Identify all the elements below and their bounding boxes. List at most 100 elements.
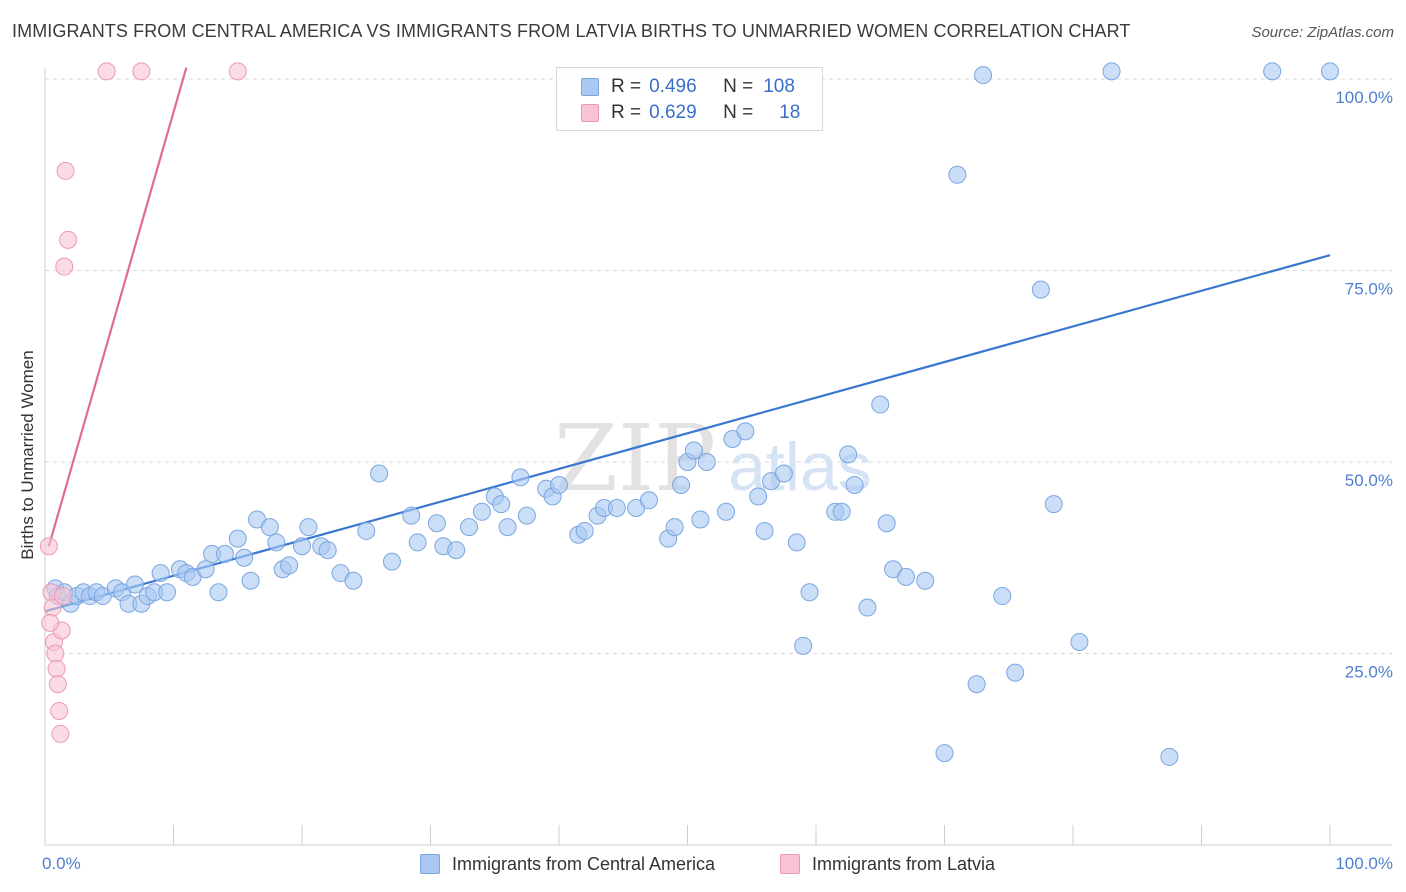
data-point — [447, 541, 466, 560]
data-point — [550, 475, 568, 494]
trend-line — [47, 67, 188, 547]
chart-title: IMMIGRANTS FROM CENTRAL AMERICA VS IMMIG… — [12, 21, 1131, 41]
data-point — [228, 529, 247, 548]
data-point — [46, 644, 65, 663]
data-point — [1321, 62, 1339, 81]
legend-n-label: N = — [723, 76, 754, 97]
data-point — [517, 506, 536, 525]
data-point — [151, 564, 170, 583]
legend-r-value: 0.629 — [649, 102, 697, 123]
legend-r-label: R = — [611, 102, 642, 123]
data-point — [472, 502, 491, 521]
data-point — [209, 583, 228, 602]
data-point — [158, 583, 177, 602]
data-point — [684, 441, 703, 460]
data-point — [1263, 62, 1282, 81]
data-point — [948, 165, 967, 184]
data-point — [871, 395, 890, 414]
data-point — [56, 161, 75, 180]
y-tick-label: 100.0% — [1335, 88, 1393, 107]
legend-row-central-america: R = 0.496 N = 108 — [581, 75, 795, 99]
data-point — [370, 464, 389, 483]
data-point — [382, 552, 401, 571]
data-point — [755, 521, 774, 540]
legend-n-value: 18 — [779, 102, 801, 123]
data-point — [344, 571, 363, 590]
bottom-legend-label: Immigrants from Latvia — [812, 853, 996, 874]
data-point — [974, 66, 993, 85]
data-point — [691, 510, 710, 529]
data-point — [858, 598, 877, 617]
data-point — [1160, 747, 1179, 766]
data-point — [787, 533, 806, 552]
legend-r-label: R = — [611, 76, 642, 97]
data-point — [774, 464, 793, 483]
stats-legend: R = 0.496 N = 108 R = 0.629 N = 18 — [556, 67, 823, 131]
data-point — [717, 502, 736, 521]
data-point — [1044, 495, 1063, 514]
data-point — [50, 701, 69, 720]
bottom-legend-latvia: Immigrants from Latvia — [780, 852, 995, 876]
data-point — [39, 537, 58, 556]
data-point — [672, 475, 691, 494]
data-point — [267, 533, 286, 552]
tick-labels: 25.0% 50.0% 75.0% 100.0% 0.0% 100.0% — [42, 88, 1393, 873]
data-points — [39, 62, 1339, 766]
data-point — [318, 541, 337, 560]
data-point — [408, 533, 427, 552]
bottom-legend-central-america: Immigrants from Central America — [420, 852, 715, 876]
gridlines — [45, 78, 1392, 654]
data-point — [125, 575, 144, 594]
data-point — [1070, 633, 1089, 652]
data-point — [845, 475, 864, 494]
trend-lines — [44, 67, 1331, 613]
data-point — [41, 613, 60, 632]
data-point — [47, 659, 66, 678]
data-point — [1102, 62, 1121, 81]
bottom-legend-swatch-pink — [780, 854, 800, 874]
source-credit: Source: ZipAtlas.com — [1251, 24, 1394, 41]
data-point — [736, 422, 755, 441]
legend-row-latvia: R = 0.629 N = 18 — [581, 101, 800, 125]
data-point — [241, 571, 260, 590]
data-point — [59, 230, 78, 249]
data-point — [357, 521, 376, 540]
data-point — [1006, 663, 1025, 682]
data-point — [794, 636, 813, 655]
data-point — [1031, 280, 1050, 299]
data-point — [800, 583, 819, 602]
bottom-legend-label: Immigrants from Central America — [452, 853, 716, 874]
data-point — [427, 514, 446, 533]
data-point — [51, 724, 70, 743]
data-point — [749, 487, 768, 506]
data-point — [228, 62, 247, 81]
data-point — [215, 544, 234, 563]
trend-line — [44, 254, 1331, 613]
data-point — [993, 587, 1012, 606]
data-point — [575, 521, 594, 540]
data-point — [665, 518, 684, 537]
data-point — [402, 506, 421, 525]
data-point — [639, 491, 658, 510]
data-point — [299, 518, 318, 537]
data-point — [967, 675, 986, 694]
data-point — [832, 502, 851, 521]
data-point — [235, 548, 254, 567]
data-point — [839, 445, 858, 464]
data-point — [916, 571, 935, 590]
y-tick-label: 25.0% — [1345, 663, 1393, 682]
bottom-legend-swatch-blue — [420, 854, 440, 874]
data-point — [877, 514, 896, 533]
x-tick-label: 100.0% — [1335, 854, 1393, 873]
data-point — [607, 498, 626, 517]
data-point — [896, 567, 915, 586]
data-point — [293, 537, 311, 556]
data-point — [55, 257, 74, 276]
data-point — [492, 495, 511, 514]
legend-n-label: N = — [723, 102, 754, 123]
data-point — [196, 560, 215, 579]
legend-swatch-blue — [581, 78, 599, 96]
legend-r-value: 0.496 — [649, 76, 697, 97]
data-point — [97, 62, 116, 81]
